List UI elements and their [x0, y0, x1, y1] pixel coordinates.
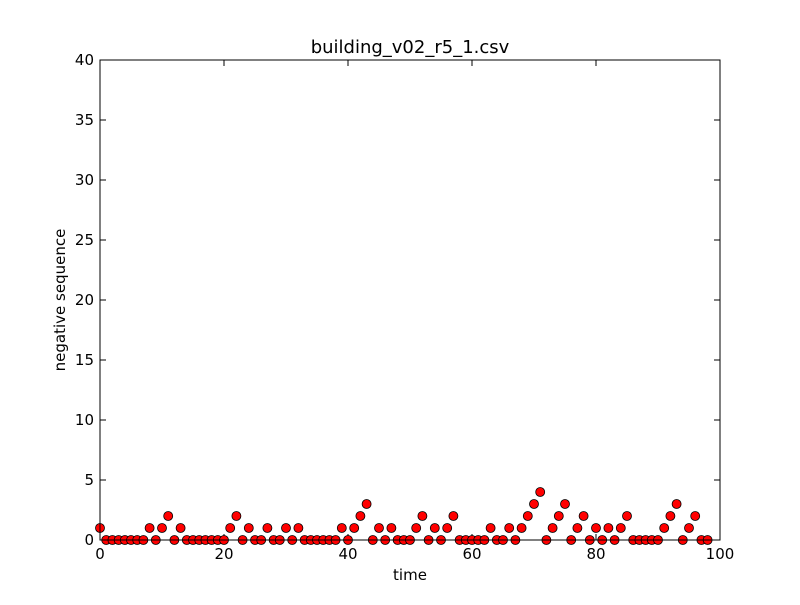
y-tick-label: 35: [75, 111, 94, 129]
x-tick-label: 0: [95, 545, 105, 563]
data-point: [485, 523, 496, 533]
y-tick-label: 20: [75, 291, 94, 309]
data-point: [175, 523, 186, 533]
data-point: [535, 487, 546, 497]
data-point: [504, 523, 515, 533]
data-point: [659, 523, 670, 533]
data-point: [262, 523, 273, 533]
data-point: [448, 511, 459, 521]
data-point: [578, 511, 589, 521]
data-point: [163, 511, 174, 521]
data-point: [591, 523, 601, 533]
data-point: [522, 511, 533, 521]
data-point: [336, 523, 347, 533]
y-tick-label: 25: [75, 231, 94, 249]
data-markers: [95, 487, 713, 545]
data-point: [417, 511, 428, 521]
data-point: [560, 499, 570, 509]
data-point: [386, 523, 397, 533]
y-tick-label: 10: [75, 411, 94, 429]
chart-title: building_v02_r5_1.csv: [311, 37, 510, 58]
data-point: [361, 499, 372, 509]
data-point: [144, 523, 155, 533]
data-point: [231, 511, 242, 521]
data-point: [684, 523, 694, 533]
y-tick-label: 15: [75, 351, 94, 369]
y-tick-label: 0: [84, 531, 94, 549]
data-point: [665, 511, 676, 521]
data-point: [615, 523, 626, 533]
data-point: [281, 523, 291, 533]
x-tick-label: 40: [338, 545, 357, 563]
x-tick-label: 80: [586, 545, 605, 563]
plot-area: [100, 60, 720, 540]
x-tick-label: 20: [214, 545, 233, 563]
data-point: [243, 523, 254, 533]
y-tick-label: 5: [84, 471, 94, 489]
data-point: [442, 523, 453, 533]
data-point: [603, 523, 614, 533]
y-tick-label: 40: [75, 51, 94, 69]
data-point: [690, 511, 701, 521]
data-point: [622, 511, 632, 521]
data-point: [293, 523, 304, 533]
x-tick-label: 100: [706, 545, 735, 563]
data-point: [374, 523, 384, 533]
y-axis-label: negative sequence: [51, 229, 69, 372]
data-point: [547, 523, 558, 533]
data-point: [529, 499, 539, 509]
axis-ticks: 0 20 40 60 80 100 0 5 10 15 20 25 30 35 40: [75, 51, 734, 563]
x-axis-label: time: [393, 566, 427, 584]
data-point: [349, 523, 360, 533]
data-point: [157, 523, 167, 533]
data-point: [516, 523, 527, 533]
data-point: [411, 523, 422, 533]
data-point: [671, 499, 682, 509]
x-tick-label: 60: [462, 545, 481, 563]
data-point: [572, 523, 583, 533]
y-tick-label: 30: [75, 171, 94, 189]
plot-frame: [99, 59, 721, 541]
data-point: [355, 511, 366, 521]
data-point: [553, 511, 564, 521]
data-point: [225, 523, 236, 533]
data-point: [429, 523, 440, 533]
